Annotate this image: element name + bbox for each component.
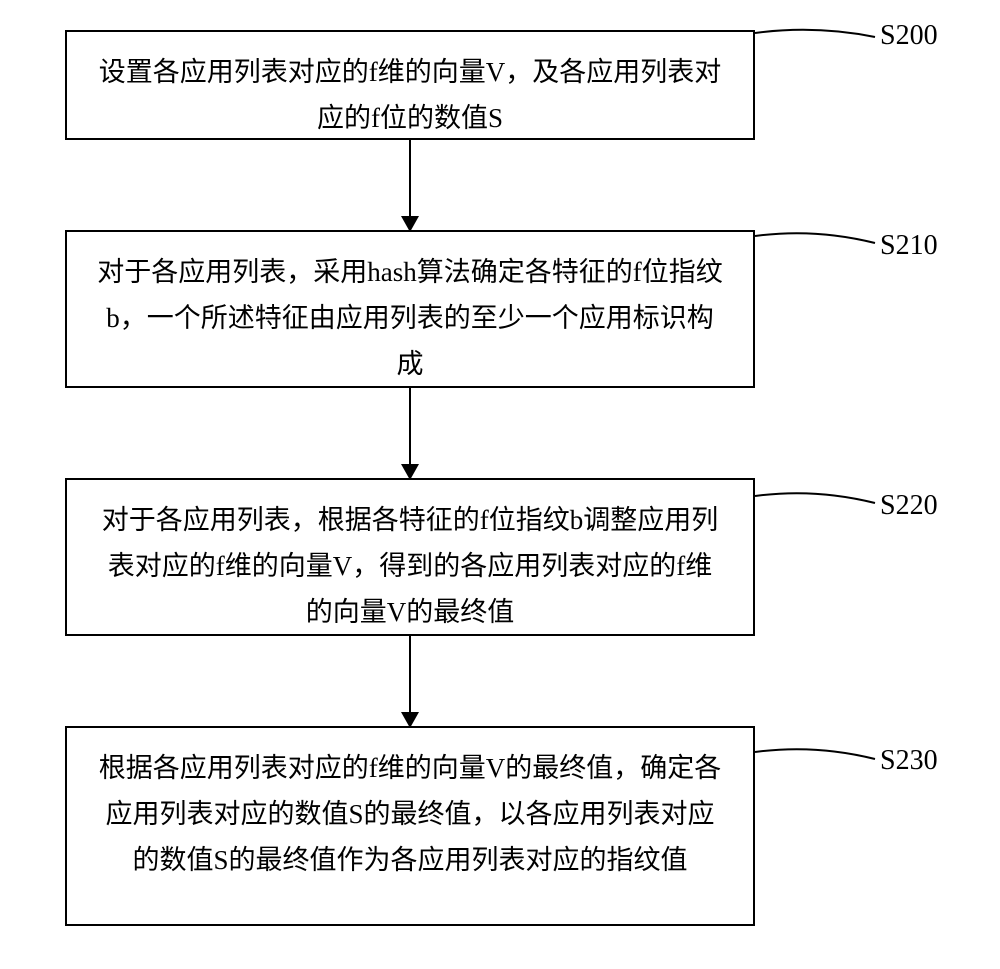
step-label-s210: S210 [880,230,938,262]
arrow-1 [409,140,411,230]
step-label-s220: S220 [880,490,938,522]
arrow-container-3 [65,636,755,726]
node-text-s200: 设置各应用列表对应的f维的向量V，及各应用列表对应的f位的数值S [97,50,723,142]
arrow-container-1 [65,140,755,230]
arrow-3 [409,636,411,726]
step-label-s200: S200 [880,20,938,52]
flowchart-node-s200: 设置各应用列表对应的f维的向量V，及各应用列表对应的f位的数值S [65,30,755,140]
flowchart-container: 设置各应用列表对应的f维的向量V，及各应用列表对应的f位的数值S 对于各应用列表… [65,30,935,926]
step-label-s230: S230 [880,745,938,777]
node-text-s210: 对于各应用列表，采用hash算法确定各特征的f位指纹b，一个所述特征由应用列表的… [97,250,723,388]
flowchart-node-s230: 根据各应用列表对应的f维的向量V的最终值，确定各应用列表对应的数值S的最终值，以… [65,726,755,926]
node-text-s220: 对于各应用列表，根据各特征的f位指纹b调整应用列表对应的f维的向量V，得到的各应… [97,498,723,636]
arrow-container-2 [65,388,755,478]
flowchart-node-s210: 对于各应用列表，采用hash算法确定各特征的f位指纹b，一个所述特征由应用列表的… [65,230,755,388]
flowchart-node-s220: 对于各应用列表，根据各特征的f位指纹b调整应用列表对应的f维的向量V，得到的各应… [65,478,755,636]
node-text-s230: 根据各应用列表对应的f维的向量V的最终值，确定各应用列表对应的数值S的最终值，以… [97,746,723,884]
arrow-2 [409,388,411,478]
